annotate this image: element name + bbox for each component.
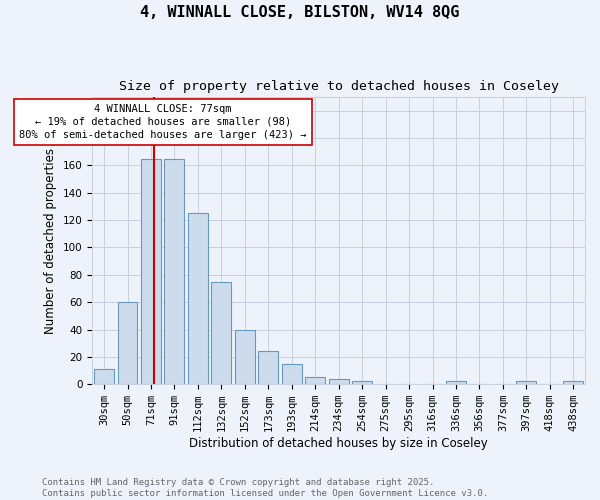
Bar xyxy=(141,158,161,384)
Bar xyxy=(188,213,208,384)
Bar xyxy=(446,382,466,384)
Title: Size of property relative to detached houses in Coseley: Size of property relative to detached ho… xyxy=(119,80,559,93)
Bar xyxy=(329,379,349,384)
Bar xyxy=(164,158,184,384)
Bar xyxy=(563,382,583,384)
Bar xyxy=(305,378,325,384)
Y-axis label: Number of detached properties: Number of detached properties xyxy=(44,148,57,334)
Bar xyxy=(352,382,372,384)
Bar xyxy=(517,382,536,384)
Bar xyxy=(94,369,114,384)
Bar xyxy=(282,364,302,384)
Bar xyxy=(211,282,232,384)
X-axis label: Distribution of detached houses by size in Coseley: Distribution of detached houses by size … xyxy=(189,437,488,450)
Text: 4, WINNALL CLOSE, BILSTON, WV14 8QG: 4, WINNALL CLOSE, BILSTON, WV14 8QG xyxy=(140,5,460,20)
Text: 4 WINNALL CLOSE: 77sqm
← 19% of detached houses are smaller (98)
80% of semi-det: 4 WINNALL CLOSE: 77sqm ← 19% of detached… xyxy=(19,104,307,140)
Bar xyxy=(259,352,278,384)
Bar xyxy=(118,302,137,384)
Text: Contains HM Land Registry data © Crown copyright and database right 2025.
Contai: Contains HM Land Registry data © Crown c… xyxy=(42,478,488,498)
Bar xyxy=(235,330,255,384)
